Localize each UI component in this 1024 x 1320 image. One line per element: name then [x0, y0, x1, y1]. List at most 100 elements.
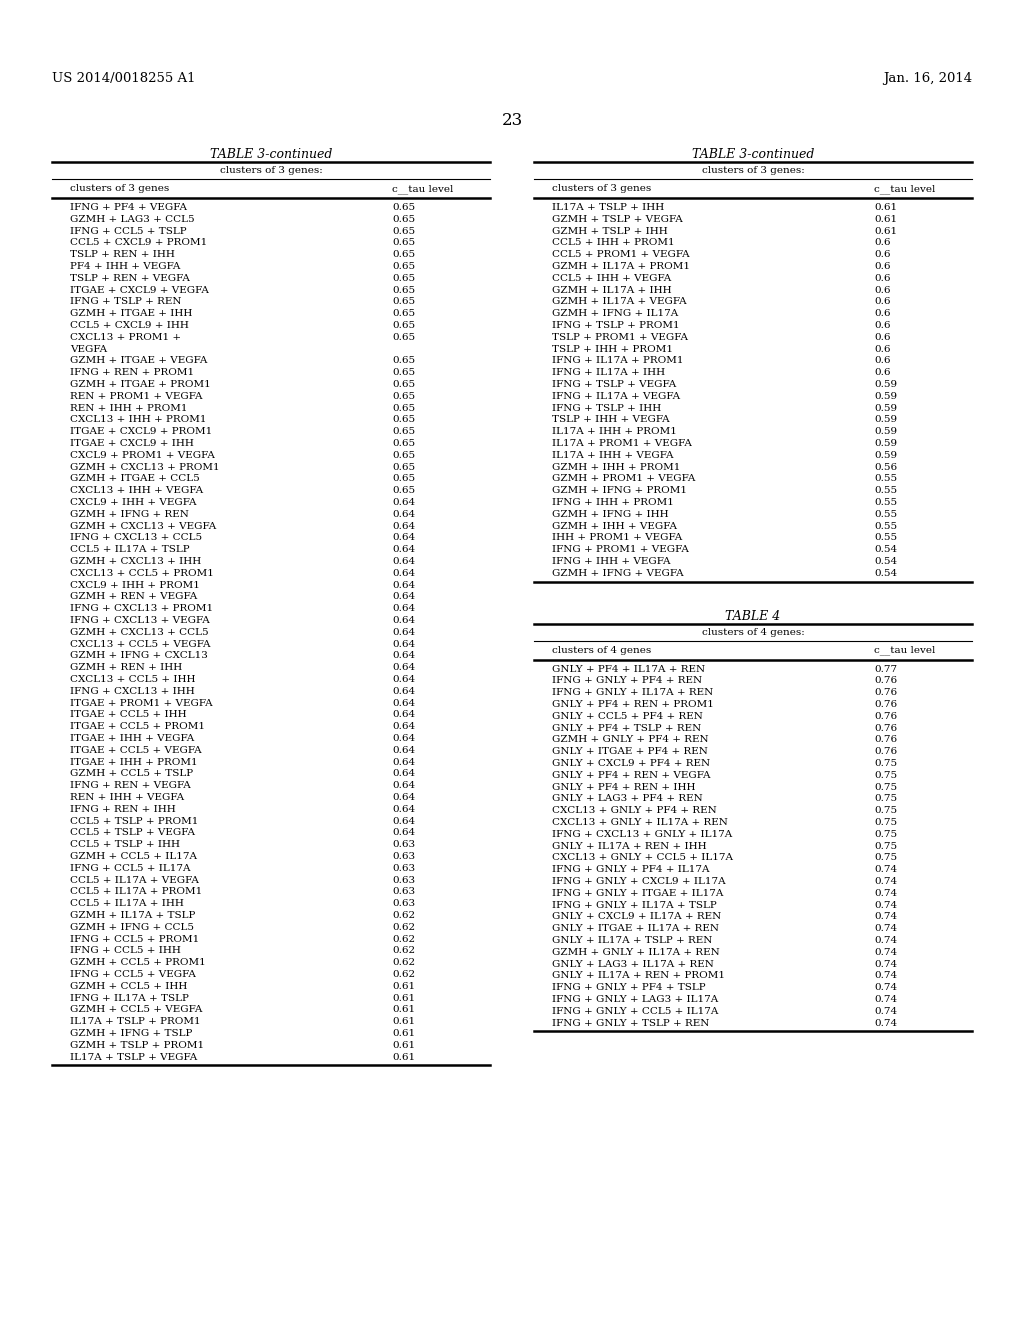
- Text: 0.6: 0.6: [874, 345, 891, 354]
- Text: GZMH + CCL5 + TSLP: GZMH + CCL5 + TSLP: [70, 770, 194, 779]
- Text: 0.62: 0.62: [392, 935, 415, 944]
- Text: TABLE 4: TABLE 4: [725, 610, 780, 623]
- Text: 0.6: 0.6: [874, 309, 891, 318]
- Text: 0.74: 0.74: [874, 888, 897, 898]
- Text: GZMH + IL17A + IHH: GZMH + IL17A + IHH: [552, 285, 672, 294]
- Text: IFNG + GNLY + CXCL9 + IL17A: IFNG + GNLY + CXCL9 + IL17A: [552, 876, 726, 886]
- Text: 0.65: 0.65: [392, 486, 415, 495]
- Text: 0.65: 0.65: [392, 215, 415, 224]
- Text: 0.65: 0.65: [392, 251, 415, 259]
- Text: 0.61: 0.61: [392, 1006, 415, 1014]
- Text: GZMH + IL17A + TSLP: GZMH + IL17A + TSLP: [70, 911, 196, 920]
- Text: GZMH + ITGAE + IHH: GZMH + ITGAE + IHH: [70, 309, 193, 318]
- Text: 0.55: 0.55: [874, 474, 897, 483]
- Text: GZMH + REN + VEGFA: GZMH + REN + VEGFA: [70, 593, 198, 602]
- Text: 0.64: 0.64: [392, 521, 415, 531]
- Text: 0.6: 0.6: [874, 297, 891, 306]
- Text: CCL5 + IHH + PROM1: CCL5 + IHH + PROM1: [552, 239, 675, 247]
- Text: c__tau level: c__tau level: [392, 183, 454, 194]
- Text: 0.65: 0.65: [392, 474, 415, 483]
- Text: 0.74: 0.74: [874, 876, 897, 886]
- Text: IL17A + TSLP + IHH: IL17A + TSLP + IHH: [552, 203, 665, 213]
- Text: 0.64: 0.64: [392, 581, 415, 590]
- Text: 0.64: 0.64: [392, 746, 415, 755]
- Text: GZMH + ITGAE + CCL5: GZMH + ITGAE + CCL5: [70, 474, 200, 483]
- Text: IFNG + GNLY + PF4 + REN: IFNG + GNLY + PF4 + REN: [552, 676, 702, 685]
- Text: 0.6: 0.6: [874, 368, 891, 378]
- Text: IFNG + CCL5 + IHH: IFNG + CCL5 + IHH: [70, 946, 181, 956]
- Text: 0.65: 0.65: [392, 416, 415, 425]
- Text: 0.64: 0.64: [392, 793, 415, 803]
- Text: 0.59: 0.59: [874, 380, 897, 389]
- Text: 0.65: 0.65: [392, 404, 415, 413]
- Text: IFNG + GNLY + CCL5 + IL17A: IFNG + GNLY + CCL5 + IL17A: [552, 1007, 719, 1016]
- Text: 0.64: 0.64: [392, 616, 415, 624]
- Text: CCL5 + CXCL9 + PROM1: CCL5 + CXCL9 + PROM1: [70, 239, 207, 247]
- Text: IFNG + GNLY + PF4 + TSLP: IFNG + GNLY + PF4 + TSLP: [552, 983, 706, 993]
- Text: 0.74: 0.74: [874, 972, 897, 981]
- Text: CCL5 + PROM1 + VEGFA: CCL5 + PROM1 + VEGFA: [552, 251, 689, 259]
- Text: GZMH + IFNG + IL17A: GZMH + IFNG + IL17A: [552, 309, 678, 318]
- Text: CXCL13 + CCL5 + PROM1: CXCL13 + CCL5 + PROM1: [70, 569, 214, 578]
- Text: GZMH + CCL5 + IHH: GZMH + CCL5 + IHH: [70, 982, 187, 991]
- Text: 0.59: 0.59: [874, 428, 897, 436]
- Text: IFNG + GNLY + TSLP + REN: IFNG + GNLY + TSLP + REN: [552, 1019, 710, 1027]
- Text: 0.64: 0.64: [392, 675, 415, 684]
- Text: 0.64: 0.64: [392, 605, 415, 614]
- Text: CXCL9 + PROM1 + VEGFA: CXCL9 + PROM1 + VEGFA: [70, 451, 215, 459]
- Text: IFNG + IL17A + IHH: IFNG + IL17A + IHH: [552, 368, 666, 378]
- Text: 0.65: 0.65: [392, 428, 415, 436]
- Text: GNLY + IL17A + TSLP + REN: GNLY + IL17A + TSLP + REN: [552, 936, 713, 945]
- Text: GNLY + CCL5 + PF4 + REN: GNLY + CCL5 + PF4 + REN: [552, 711, 702, 721]
- Text: GZMH + ITGAE + PROM1: GZMH + ITGAE + PROM1: [70, 380, 211, 389]
- Text: GZMH + CXCL13 + CCL5: GZMH + CXCL13 + CCL5: [70, 628, 209, 636]
- Text: 0.65: 0.65: [392, 368, 415, 378]
- Text: GZMH + IFNG + CXCL13: GZMH + IFNG + CXCL13: [70, 651, 208, 660]
- Text: ITGAE + CXCL9 + VEGFA: ITGAE + CXCL9 + VEGFA: [70, 285, 209, 294]
- Text: ITGAE + PROM1 + VEGFA: ITGAE + PROM1 + VEGFA: [70, 698, 213, 708]
- Text: 0.59: 0.59: [874, 451, 897, 459]
- Text: 0.76: 0.76: [874, 711, 897, 721]
- Text: 0.64: 0.64: [392, 628, 415, 636]
- Text: IL17A + IHH + PROM1: IL17A + IHH + PROM1: [552, 428, 677, 436]
- Text: 0.64: 0.64: [392, 817, 415, 825]
- Text: CXCL13 + GNLY + CCL5 + IL17A: CXCL13 + GNLY + CCL5 + IL17A: [552, 854, 733, 862]
- Text: c__tau level: c__tau level: [874, 183, 935, 194]
- Text: 0.64: 0.64: [392, 640, 415, 648]
- Text: GZMH + IFNG + VEGFA: GZMH + IFNG + VEGFA: [552, 569, 684, 578]
- Text: 0.62: 0.62: [392, 946, 415, 956]
- Text: 0.63: 0.63: [392, 841, 415, 849]
- Text: CCL5 + IL17A + TSLP: CCL5 + IL17A + TSLP: [70, 545, 189, 554]
- Text: GZMH + IFNG + REN: GZMH + IFNG + REN: [70, 510, 188, 519]
- Text: IFNG + IHH + VEGFA: IFNG + IHH + VEGFA: [552, 557, 671, 566]
- Text: 0.61: 0.61: [392, 1018, 415, 1026]
- Text: 0.55: 0.55: [874, 486, 897, 495]
- Text: CXCL9 + IHH + VEGFA: CXCL9 + IHH + VEGFA: [70, 498, 197, 507]
- Text: 0.64: 0.64: [392, 710, 415, 719]
- Text: CXCL13 + PROM1 +: CXCL13 + PROM1 +: [70, 333, 181, 342]
- Text: REN + PROM1 + VEGFA: REN + PROM1 + VEGFA: [70, 392, 203, 401]
- Text: 0.64: 0.64: [392, 758, 415, 767]
- Text: IFNG + CCL5 + PROM1: IFNG + CCL5 + PROM1: [70, 935, 200, 944]
- Text: 0.59: 0.59: [874, 392, 897, 401]
- Text: 0.65: 0.65: [392, 321, 415, 330]
- Text: 0.61: 0.61: [392, 982, 415, 991]
- Text: 0.74: 0.74: [874, 1007, 897, 1016]
- Text: CXCL13 + GNLY + PF4 + REN: CXCL13 + GNLY + PF4 + REN: [552, 807, 717, 816]
- Text: 0.61: 0.61: [392, 1052, 415, 1061]
- Text: 0.61: 0.61: [392, 994, 415, 1003]
- Text: CXCL13 + GNLY + IL17A + REN: CXCL13 + GNLY + IL17A + REN: [552, 818, 728, 828]
- Text: IFNG + REN + PROM1: IFNG + REN + PROM1: [70, 368, 195, 378]
- Text: 0.64: 0.64: [392, 651, 415, 660]
- Text: 0.64: 0.64: [392, 770, 415, 779]
- Text: TSLP + IHH + VEGFA: TSLP + IHH + VEGFA: [552, 416, 670, 425]
- Text: CCL5 + IHH + VEGFA: CCL5 + IHH + VEGFA: [552, 273, 672, 282]
- Text: GZMH + CCL5 + VEGFA: GZMH + CCL5 + VEGFA: [70, 1006, 203, 1014]
- Text: clusters of 3 genes:: clusters of 3 genes:: [219, 166, 323, 176]
- Text: IL17A + TSLP + PROM1: IL17A + TSLP + PROM1: [70, 1018, 201, 1026]
- Text: 0.63: 0.63: [392, 851, 415, 861]
- Text: 0.64: 0.64: [392, 510, 415, 519]
- Text: 0.64: 0.64: [392, 686, 415, 696]
- Text: 23: 23: [502, 112, 522, 129]
- Text: 0.54: 0.54: [874, 557, 897, 566]
